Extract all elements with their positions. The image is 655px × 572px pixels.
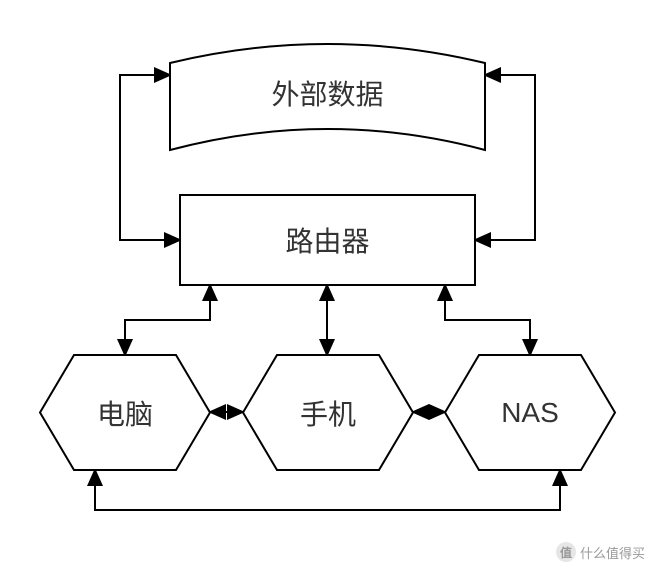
watermark: 值 什么值得买	[556, 542, 645, 562]
watermark-text: 什么值得买	[580, 543, 645, 562]
edge-7	[95, 470, 560, 510]
node-nas	[445, 355, 615, 470]
node-phone	[243, 355, 413, 470]
diagram-canvas: 外部数据路由器电脑手机NAS 值 什么值得买	[0, 0, 655, 572]
edge-4	[445, 285, 530, 355]
watermark-badge: 值	[556, 542, 576, 562]
node-external	[170, 44, 485, 150]
diagram-svg	[0, 0, 655, 572]
edge-3	[125, 285, 210, 355]
node-router	[180, 195, 475, 285]
nodes	[40, 44, 615, 470]
node-pc	[40, 355, 210, 470]
